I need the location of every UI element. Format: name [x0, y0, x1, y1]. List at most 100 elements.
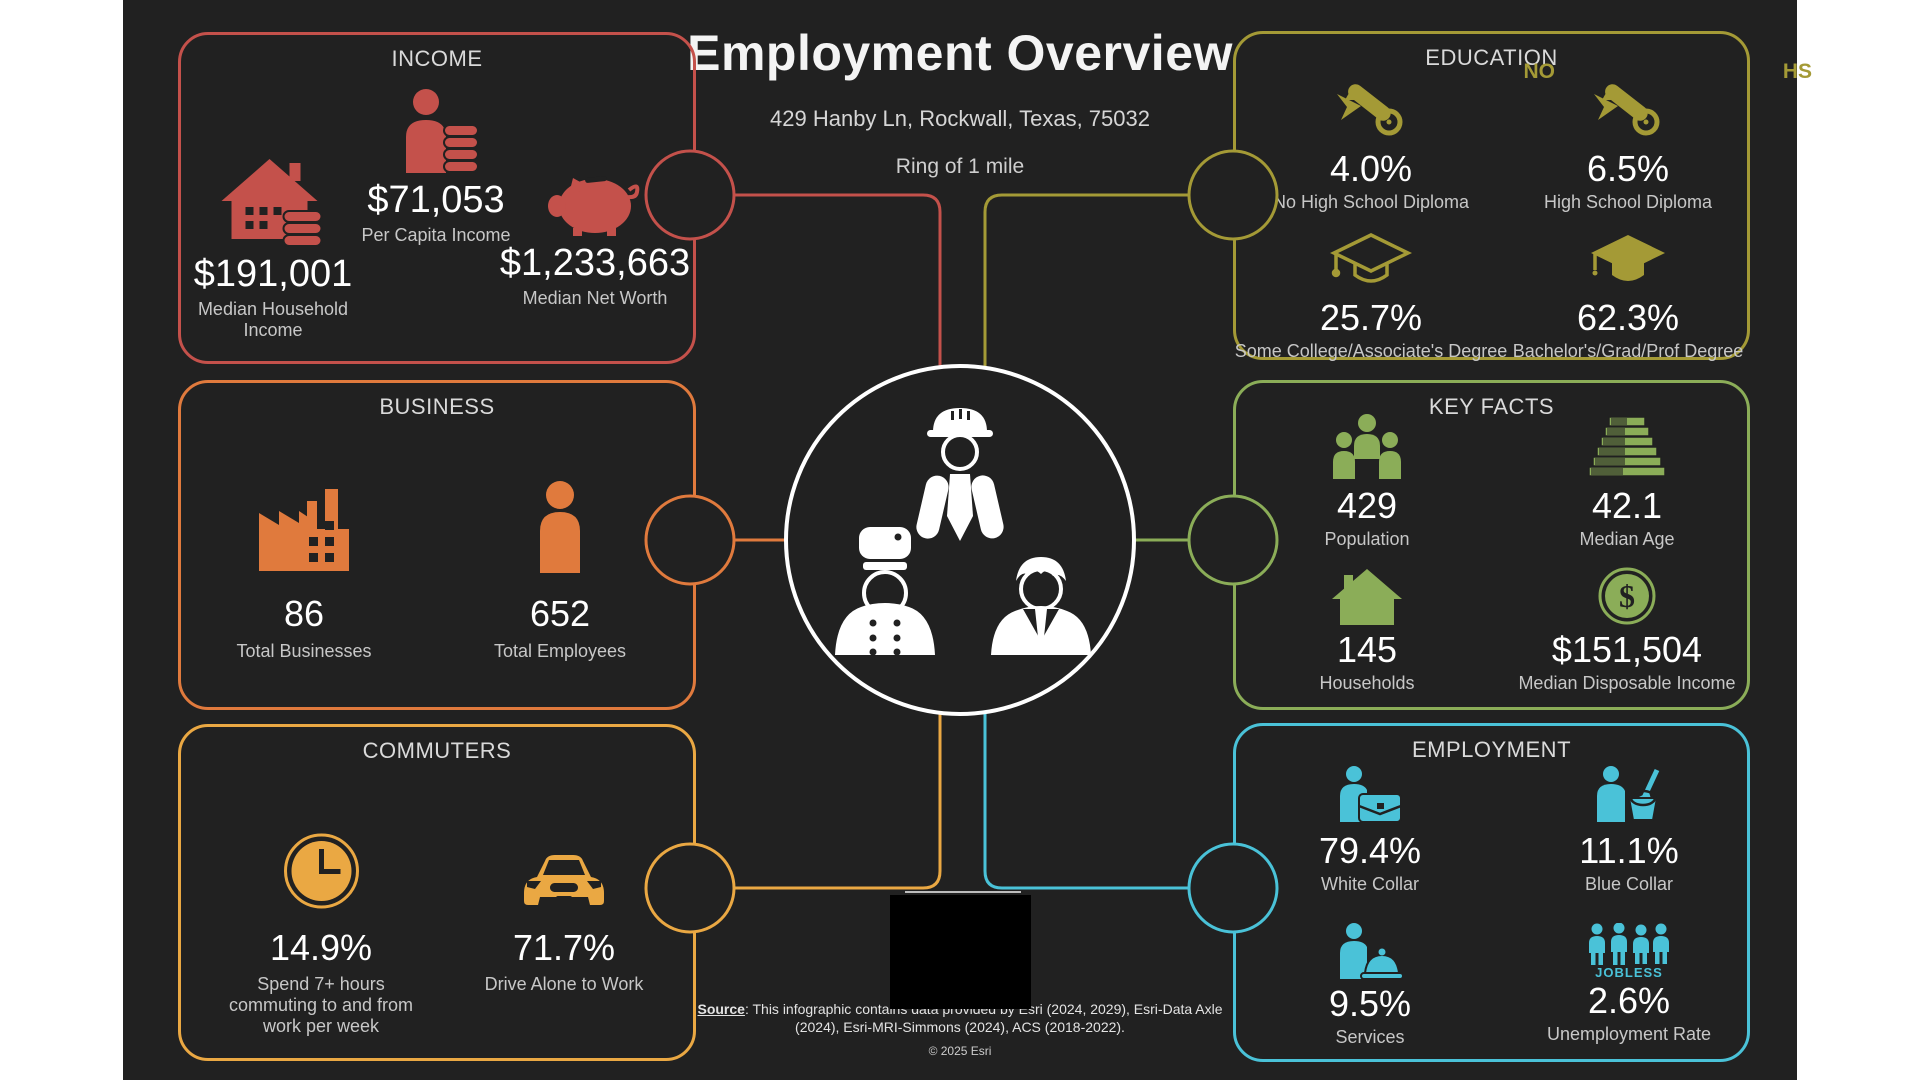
stat-value: 25.7%: [1319, 297, 1423, 338]
stat-median-household-income: $191,001 Median Household Income: [186, 153, 361, 341]
panel-keyfacts-title: KEY FACTS: [1428, 394, 1555, 419]
diploma-scroll-icon: HS: [1458, 60, 1812, 142]
person-service-bell-icon: [1220, 923, 1520, 981]
graduation-cap-outline-icon: [1201, 231, 1541, 291]
connector-income: [690, 193, 942, 368]
stat-total-businesses: 86 Total Businesses: [174, 481, 434, 662]
stat-white-collar: 79.4% White Collar: [1220, 766, 1520, 895]
stat-value: 9.5%: [1328, 983, 1412, 1024]
person-briefcase-icon: [1220, 766, 1520, 824]
house-with-coins-icon: [186, 153, 361, 247]
stat-label: Unemployment Rate: [1546, 1023, 1712, 1044]
person-with-coins-icon: [326, 89, 546, 173]
stat-label: Median Household Income: [197, 298, 349, 341]
house-icon: [1217, 567, 1517, 625]
stat-label: Some College/Associate's Degree: [1234, 340, 1508, 361]
factory-icon: [174, 481, 434, 573]
stat-label: Median Net Worth: [522, 287, 668, 308]
panel-commuters-title: COMMUTERS: [362, 738, 512, 763]
panel-education-title: EDUCATION: [1425, 45, 1558, 70]
stat-value: 429: [1336, 485, 1398, 526]
workers-illustration: [835, 408, 1091, 656]
stat-commute-hours: 14.9% Spend 7+ hours commuting to and fr…: [219, 833, 424, 1038]
dollar-coin-icon: $: [1477, 567, 1777, 625]
center-circle: [784, 364, 1136, 716]
stat-label: High School Diploma: [1543, 191, 1713, 212]
stat-label: No High School Diploma: [1272, 191, 1470, 212]
stat-value: 11.1%: [1579, 830, 1679, 871]
source-text-line1: : This infographic contains data provide…: [744, 1001, 1223, 1017]
stat-label: Median Disposable Income: [1518, 672, 1736, 693]
stat-services: 9.5% Services: [1220, 923, 1520, 1048]
address-subtitle: 429 Hanby Ln, Rockwall, Texas, 75032: [770, 106, 1150, 131]
stat-value: 2.6%: [1587, 980, 1671, 1021]
stat-value: 86: [283, 593, 325, 634]
person-bucket-shovel-icon: [1479, 766, 1779, 824]
no-diploma-badge: NO: [1523, 60, 1556, 83]
source-label: Source: [697, 1001, 745, 1017]
stat-value: $71,053: [367, 179, 505, 221]
stat-value: 79.4%: [1318, 830, 1422, 871]
stat-median-net-worth: $1,233,663 Median Net Worth: [485, 168, 705, 309]
stat-value: 6.5%: [1586, 148, 1670, 189]
diploma-scroll-icon: NO: [1201, 60, 1555, 142]
stat-label: Total Businesses: [236, 640, 372, 661]
stat-value: 652: [529, 593, 591, 634]
page-title: Employment Overview: [687, 25, 1233, 81]
panel-employment-title: EMPLOYMENT: [1411, 737, 1572, 762]
stat-per-capita-income: $71,053 Per Capita Income: [326, 89, 546, 246]
stat-total-employees: 652 Total Employees: [430, 481, 690, 662]
panel-income-title: INCOME: [391, 46, 483, 71]
infographic-canvas: Employment Overview 429 Hanby Ln, Rockwa…: [123, 0, 1812, 1080]
stat-some-college: 25.7% Some College/Associate's Degree: [1201, 231, 1541, 362]
people-group-icon: [1217, 413, 1517, 479]
stat-value: 145: [1336, 629, 1398, 670]
panel-business: BUSINESS 86 Total Businesses: [178, 380, 696, 710]
panel-education: EDUCATION NO 4.0% No High School Diploma: [1233, 31, 1812, 361]
connector-employment: [983, 712, 1233, 890]
source-text-line2: (2024), Esri-MRI-Simmons (2024), ACS (20…: [795, 1019, 1125, 1036]
clock-icon: [219, 833, 424, 909]
stat-value: $1,233,663: [499, 242, 691, 284]
stat-label: Per Capita Income: [361, 224, 511, 245]
connector-commuters: [690, 712, 942, 890]
person-icon: [430, 481, 690, 573]
stat-label: Blue Collar: [1584, 873, 1674, 894]
jobless-people-icon: [1479, 923, 1779, 967]
construction-worker-icon: [916, 408, 1004, 541]
stat-label: Drive Alone to Work: [484, 973, 644, 994]
money-stack-icon: [1477, 413, 1777, 479]
businessman-icon: [991, 557, 1091, 655]
stat-value: 4.0%: [1329, 148, 1413, 189]
redaction-top-edge: [905, 891, 1021, 893]
stat-population: 429 Population: [1217, 413, 1517, 550]
stat-value: 62.3%: [1576, 297, 1680, 338]
stat-label: Spend 7+ hours commuting to and from wor…: [228, 973, 414, 1037]
stat-label: Population: [1324, 528, 1410, 549]
stat-label: White Collar: [1320, 873, 1420, 894]
stat-bachelors: 62.3% Bachelor's/Grad/Prof Degree: [1458, 231, 1798, 362]
stat-value: 71.7%: [512, 927, 616, 968]
stat-label: Services: [1335, 1026, 1405, 1047]
graduation-cap-filled-icon: [1458, 231, 1798, 291]
stat-label: Households: [1319, 672, 1415, 693]
chef-icon: [835, 527, 935, 656]
stat-unemployment: JOBLESS 2.6% Unemployment Rate: [1479, 923, 1779, 1045]
stat-households: 145 Households: [1217, 567, 1517, 694]
panel-business-title: BUSINESS: [379, 394, 495, 419]
stat-no-high-school: NO 4.0% No High School Diploma: [1201, 60, 1555, 213]
connector-education: [983, 193, 1233, 368]
stat-value: $151,504: [1551, 629, 1703, 670]
svg-text:$: $: [1619, 578, 1635, 614]
piggy-bank-icon: [485, 168, 705, 236]
copyright-text: © 2025 Esri: [928, 1044, 992, 1058]
stat-value: 14.9%: [269, 927, 373, 968]
panel-commuters: COMMUTERS 14.9% Spend 7+ hours commuting…: [178, 724, 696, 1061]
stat-value: $191,001: [193, 253, 353, 295]
ring-subtitle: Ring of 1 mile: [895, 155, 1025, 178]
stat-value: 42.1: [1591, 485, 1663, 526]
panel-income: INCOME $71,053 Per Capita Income: [178, 32, 696, 364]
stat-blue-collar: 11.1% Blue Collar: [1479, 766, 1779, 895]
redaction-box: [890, 895, 1031, 1009]
